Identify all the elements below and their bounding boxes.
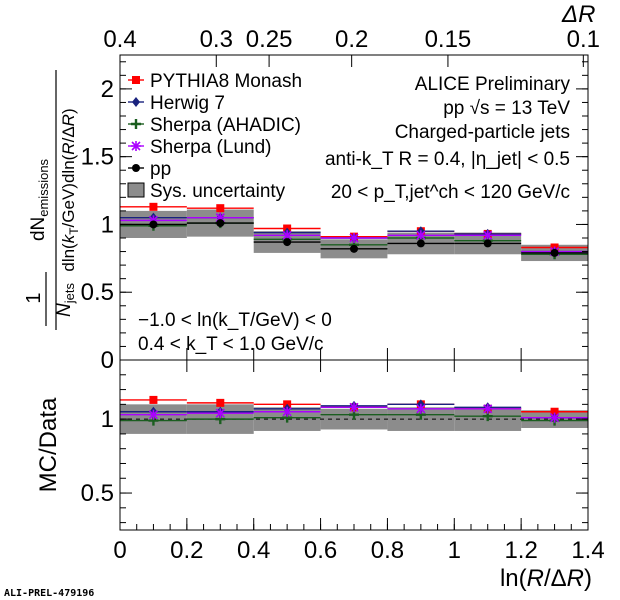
legend-label-herwig-7: Herwig 7: [150, 93, 225, 114]
xtick-label: 1: [448, 537, 461, 564]
ytick-label-top: 1: [101, 211, 114, 238]
xtick-label: 0.4: [237, 537, 270, 564]
top-axis-title: ΔR: [561, 1, 595, 28]
legend-marker-pythia8-monash: [132, 76, 140, 84]
annotation-lnkt-range: −1.0 < ln(k_T/GeV) < 0: [138, 310, 332, 331]
xtick-label: 0.8: [371, 537, 404, 564]
xtick-label: 1.4: [571, 537, 604, 564]
xtick-label: 1.2: [504, 537, 537, 564]
xtick-label: 0.2: [170, 537, 203, 564]
top-axis-tick-label: 0.1: [567, 26, 600, 53]
point-pythia8-monash: [216, 204, 225, 213]
annotation-kt-range: 0.4 < k_T < 1.0 GeV/c: [138, 334, 324, 355]
legend-marker-sherpa-ahadic-: [131, 119, 141, 129]
ytick-label-top: 0.5: [81, 279, 114, 306]
ratio-point: [349, 402, 359, 413]
ytick-label-ratio: 0.5: [81, 480, 114, 507]
y-axis-label-1overN-group: 1: [23, 292, 45, 303]
annotation-jets: Charged-particle jets: [395, 122, 570, 143]
footer-label: ALI-PREL-479196: [4, 588, 94, 599]
legend-marker-sherpa-lund-: [131, 141, 141, 151]
axes: 0 0.5 1 1.5 2 0.5 1 0 0.2 0.4 0.6 0.8 1 1.2 1.4 0.4 0.3 0…: [81, 26, 605, 564]
legend-marker-pp: [132, 164, 140, 172]
top-axis-tick-label: 0.2: [335, 26, 368, 53]
y-axis-label-group: dNemissions: [28, 158, 51, 241]
ratio-point: [215, 408, 226, 419]
point-pp: [216, 219, 225, 228]
ytick-label-ratio: 1: [101, 406, 114, 433]
point-pp: [283, 238, 292, 247]
point-pp: [483, 239, 492, 248]
legend-sys-swatch: [127, 182, 145, 198]
annotation-alice: ALICE Preliminary: [415, 74, 571, 95]
point-sherpa-lund-: [482, 230, 493, 241]
point-sherpa-lund-: [282, 230, 293, 241]
annotation-antikt: anti-k_T R = 0.4, |η_jet| < 0.5: [325, 149, 570, 170]
y-axis-label-njets-group: Njets: [54, 283, 77, 317]
top-axis-tick-label: 0.15: [425, 26, 472, 53]
ratio-point: [216, 398, 225, 407]
ratio-point: [482, 403, 493, 414]
ratio-panel-frame: [119, 359, 589, 531]
point-sherpa-lund-: [215, 212, 226, 223]
point-sherpa-lund-: [349, 233, 359, 243]
y-axis-label-one: 1: [23, 292, 45, 303]
ytick-label-top: 1.5: [81, 144, 114, 171]
ytick-label-top: 2: [101, 76, 114, 103]
annotation-pp-energy: pp √s = 13 TeV: [443, 98, 570, 119]
ratio-point: [415, 403, 426, 414]
y-axis-label-denominator-group: dln(kT/GeV)dln(R/ΔR): [59, 108, 81, 271]
point-sherpa-lund-: [415, 230, 426, 241]
point-pp: [550, 248, 559, 257]
ratio-point: [282, 406, 293, 417]
ratio-y-axis-label: MC/Data: [35, 397, 62, 492]
series-markers: [120, 202, 588, 426]
annotation-pt-range: 20 < p_T,jet^ch < 120 GeV/c: [331, 182, 570, 203]
x-axis-label: ln(R/ΔR): [500, 565, 592, 592]
point-sherpa-lund-: [148, 215, 159, 226]
top-axis-tick-label: 0.4: [103, 26, 136, 53]
legend-label-pythia8-monash: PYTHIA8 Monash: [150, 71, 302, 92]
point-pp: [416, 239, 425, 248]
top-axis-tick-label: 0.3: [200, 26, 233, 53]
y-axis-label-denominator: dln(kT/GeV)dln(R/ΔR): [59, 108, 81, 271]
point-pp: [149, 220, 158, 229]
ratio-point: [549, 412, 560, 423]
legend-label-sherpa-ahadic-: Sherpa (AHADIC): [150, 115, 301, 136]
ratio-ylabel-group: MC/Data: [35, 397, 62, 492]
ratio-point: [550, 407, 559, 416]
legend-label-sys: Sys. uncertainty: [150, 181, 286, 202]
ratio-point: [149, 395, 158, 404]
legend-label-pp: pp: [150, 159, 171, 180]
annotations: ALICE Preliminary pp √s = 13 TeV Charged…: [138, 74, 570, 355]
legend-marker-herwig-7: [132, 97, 140, 107]
y-axis-label-njets: Njets: [54, 283, 77, 317]
y-axis-label-top: dNemissions: [28, 158, 51, 241]
ytick-label-top: 0: [101, 347, 114, 374]
xtick-label: 0.6: [304, 537, 337, 564]
point-pythia8-monash: [149, 202, 158, 211]
ratio-point: [148, 409, 159, 420]
xtick-label: 0: [113, 537, 126, 564]
top-axis-tick-label: 0.25: [246, 26, 293, 53]
point-pp: [350, 244, 358, 253]
legend-label-sherpa-lund-: Sherpa (Lund): [150, 137, 271, 158]
